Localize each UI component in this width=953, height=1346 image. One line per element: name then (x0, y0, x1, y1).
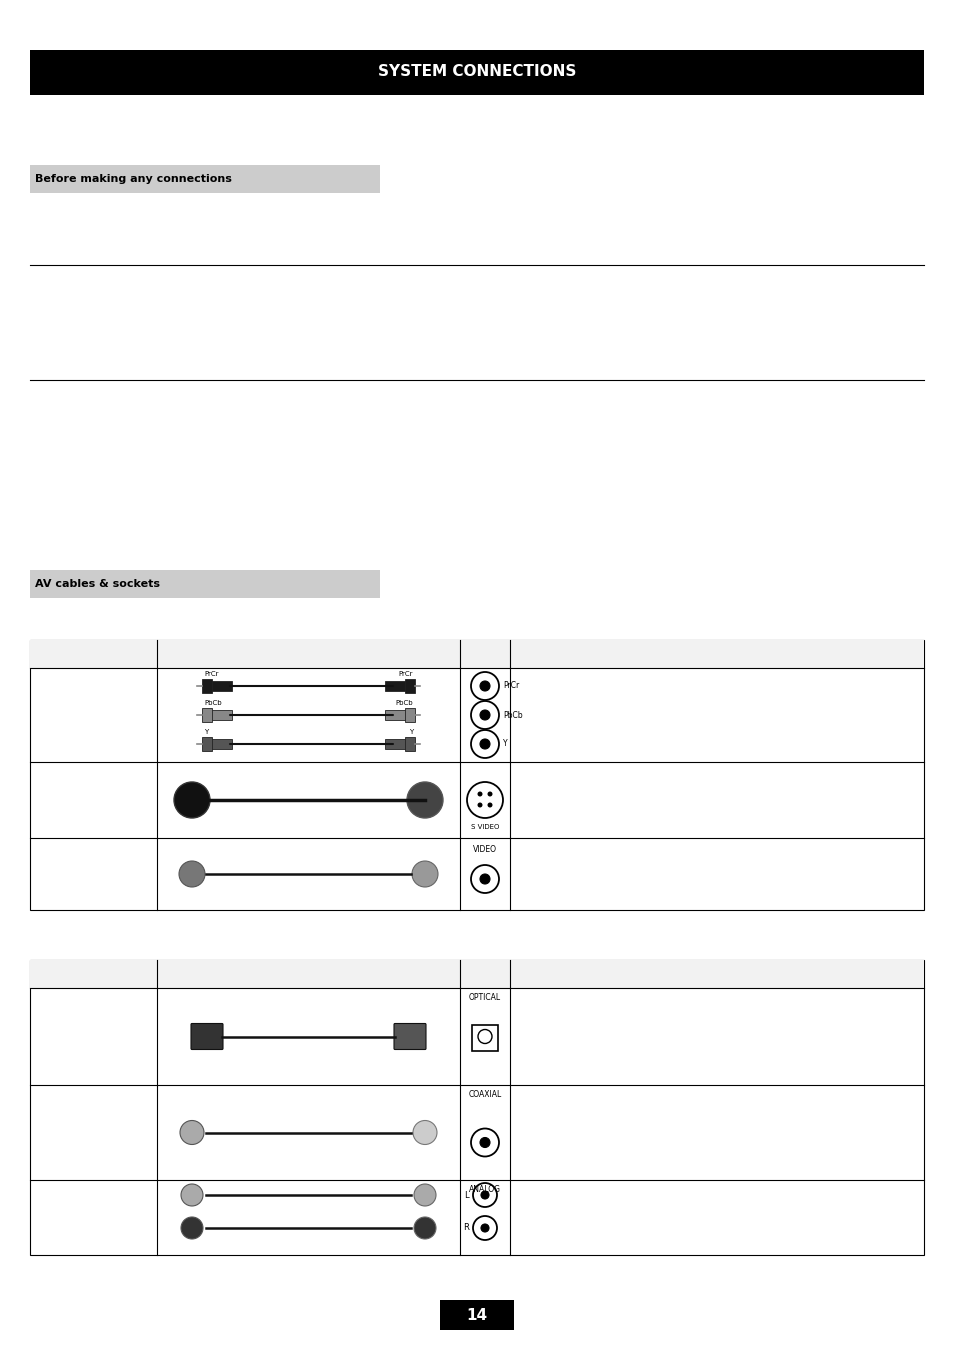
Bar (210, 739, 232, 748)
Circle shape (407, 782, 442, 818)
Text: ANALOG: ANALOG (469, 1184, 500, 1194)
Circle shape (477, 802, 482, 808)
Bar (439, 1300, 514, 1330)
Text: R: R (462, 1224, 469, 1233)
Circle shape (181, 1217, 203, 1240)
Bar (30, 639, 923, 668)
Text: Y: Y (408, 730, 413, 735)
FancyBboxPatch shape (191, 1023, 223, 1050)
Circle shape (479, 874, 490, 884)
Text: PbCb: PbCb (502, 711, 522, 720)
Text: AV cables & sockets: AV cables & sockets (35, 579, 160, 590)
Text: VIDEO: VIDEO (473, 845, 497, 853)
Text: OPTICAL: OPTICAL (469, 993, 500, 1001)
Circle shape (181, 1184, 203, 1206)
Text: PbCb: PbCb (395, 700, 413, 707)
Circle shape (414, 1184, 436, 1206)
Bar (385, 709, 407, 720)
Bar (30, 569, 379, 598)
Bar (210, 709, 232, 720)
Bar (30, 960, 923, 988)
Circle shape (180, 1120, 204, 1144)
Bar (210, 681, 232, 690)
Circle shape (412, 861, 437, 887)
Bar (202, 708, 212, 721)
Text: S VIDEO: S VIDEO (471, 824, 498, 830)
Circle shape (480, 1224, 489, 1232)
Text: Y: Y (502, 739, 507, 748)
Bar (30, 960, 923, 1254)
Text: PrCr: PrCr (204, 672, 218, 677)
Circle shape (480, 1191, 489, 1199)
Text: PrCr: PrCr (502, 681, 518, 690)
Bar (405, 738, 415, 751)
Text: Before making any connections: Before making any connections (35, 174, 232, 184)
Circle shape (414, 1217, 436, 1240)
Circle shape (487, 802, 492, 808)
FancyBboxPatch shape (394, 1023, 426, 1050)
Circle shape (173, 782, 210, 818)
Circle shape (477, 791, 482, 797)
Bar (202, 678, 212, 693)
Bar (30, 639, 923, 910)
Bar (385, 739, 407, 748)
Bar (202, 738, 212, 751)
Bar (405, 708, 415, 721)
Bar (405, 678, 415, 693)
Bar (385, 681, 407, 690)
Text: COAXIAL: COAXIAL (468, 1090, 501, 1098)
Circle shape (179, 861, 205, 887)
Text: L: L (464, 1190, 469, 1199)
Circle shape (487, 791, 492, 797)
Bar (30, 50, 923, 96)
Text: 14: 14 (466, 1307, 487, 1323)
Text: PrCr: PrCr (398, 672, 413, 677)
Circle shape (479, 739, 490, 748)
Bar (30, 166, 379, 192)
Text: PbCb: PbCb (204, 700, 221, 707)
Bar (472, 1024, 497, 1050)
Circle shape (479, 681, 490, 690)
Circle shape (479, 709, 490, 720)
Text: SYSTEM CONNECTIONS: SYSTEM CONNECTIONS (377, 65, 576, 79)
Circle shape (479, 1137, 490, 1148)
Text: Y: Y (204, 730, 208, 735)
Circle shape (413, 1120, 436, 1144)
